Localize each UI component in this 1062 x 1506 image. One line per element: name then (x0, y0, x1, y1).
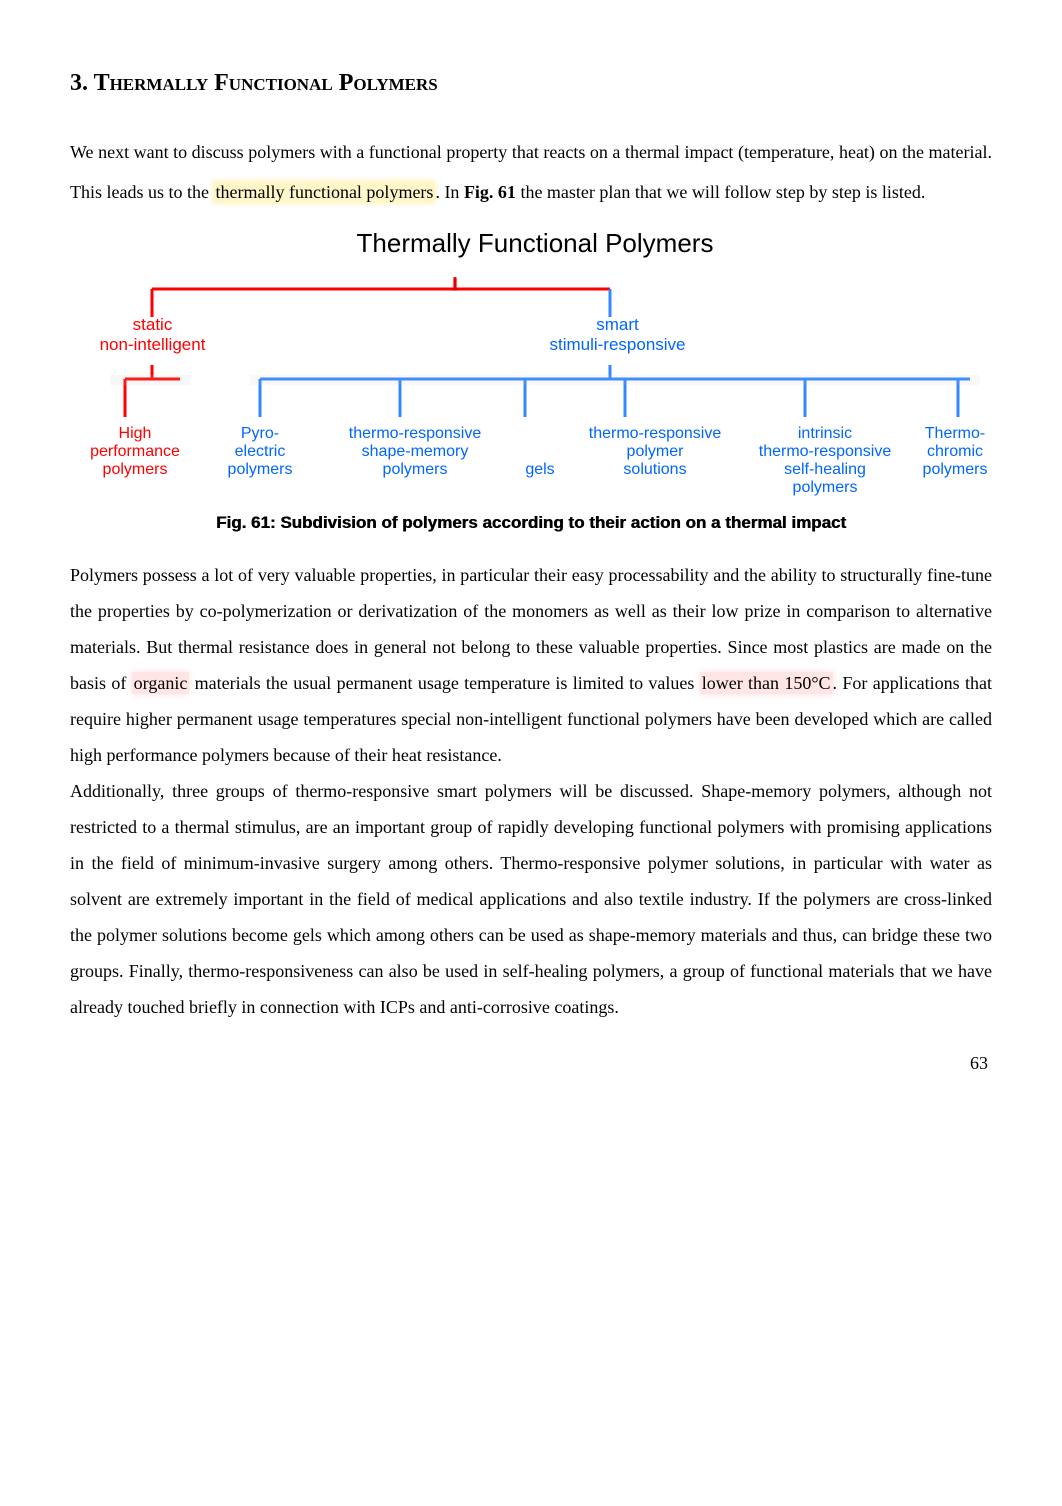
leaf-line: polymers (204, 461, 316, 479)
section-heading: 3. Thermally Functional Polymers (70, 70, 992, 97)
p1-highlight-organic: organic (132, 672, 190, 694)
intro-suffix: the master plan that we will follow step… (516, 182, 925, 202)
intro-figref: Fig. 61 (464, 182, 516, 202)
leaf-line: polymers (744, 479, 906, 497)
leaf-line: High (74, 425, 196, 443)
leaf-line: Thermo- (914, 425, 996, 443)
leaf-thermochromic: Thermo- chromic polymers (910, 425, 1000, 497)
leaf-line: thermo-responsive (574, 425, 736, 443)
leaf-line: thermo-responsive (324, 425, 506, 443)
leaf-shape-memory: thermo-responsive shape-memory polymers (320, 425, 510, 497)
node-smart-line1: smart (235, 315, 1000, 335)
leaf-line (514, 425, 566, 443)
body-paragraph-1: Polymers possess a lot of very valuable … (70, 557, 992, 773)
node-smart-line2: stimuli-responsive (235, 335, 1000, 355)
leaf-line: polymers (74, 461, 196, 479)
leaf-line: performance (74, 443, 196, 461)
heading-number: 3. (70, 70, 94, 96)
diagram-title: Thermally Functional Polymers (70, 228, 1000, 259)
node-static: static non-intelligent (70, 315, 235, 365)
leaf-line: shape-memory (324, 443, 506, 461)
leaf-gels: gels (510, 425, 570, 497)
connector-svg-bottom (70, 365, 1000, 425)
leaf-row: High performance polymers Pyro- electric… (70, 425, 1000, 497)
leaf-high-performance: High performance polymers (70, 425, 200, 497)
leaf-line: polymers (914, 461, 996, 479)
node-static-line2: non-intelligent (70, 335, 235, 355)
leaf-self-healing: intrinsic thermo-responsive self-healing… (740, 425, 910, 497)
intro-middle: . In (435, 182, 464, 202)
flowchart: Thermally Functional Polymers static non… (70, 228, 1000, 497)
leaf-line: gels (514, 461, 566, 479)
leaf-line: intrinsic (744, 425, 906, 443)
figure-caption: Fig. 61: Subdivision of polymers accordi… (70, 513, 992, 533)
node-smart: smart stimuli-responsive (235, 315, 1000, 365)
level2-row: static non-intelligent smart stimuli-res… (70, 315, 1000, 365)
intro-highlight: thermally functional polymers (213, 181, 435, 203)
intro-paragraph: We next want to discuss polymers with a … (70, 133, 992, 212)
body-paragraph-2: Additionally, three groups of thermo-res… (70, 773, 992, 1025)
leaf-polymer-solutions: thermo-responsive polymer solutions (570, 425, 740, 497)
leaf-pyroelectric: Pyro- electric polymers (200, 425, 320, 497)
leaf-line: chromic (914, 443, 996, 461)
heading-text: Thermally Functional Polymers (94, 70, 438, 96)
node-static-line1: static (70, 315, 235, 335)
leaf-line: solutions (574, 461, 736, 479)
leaf-line: electric (204, 443, 316, 461)
leaf-line: polymer (574, 443, 736, 461)
p1-highlight-150c: lower than 150°C (700, 672, 833, 694)
leaf-line: thermo-responsive (744, 443, 906, 461)
leaf-line: Pyro- (204, 425, 316, 443)
leaf-line (514, 443, 566, 461)
leaf-line: self-healing (744, 461, 906, 479)
leaf-line: polymers (324, 461, 506, 479)
page-number: 63 (70, 1053, 992, 1074)
p1-b: materials the usual permanent usage temp… (189, 673, 699, 693)
